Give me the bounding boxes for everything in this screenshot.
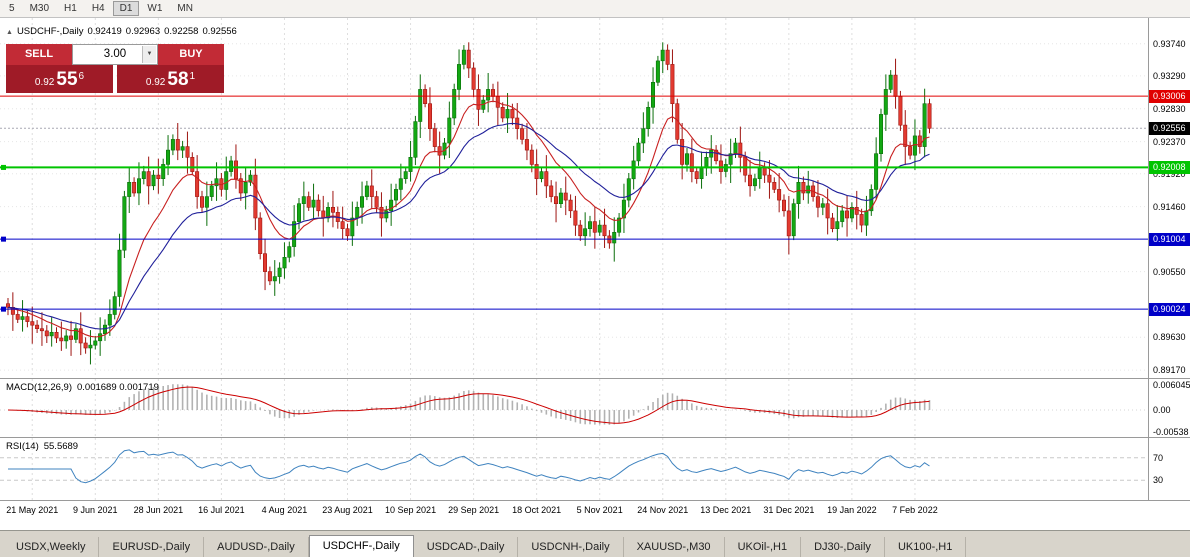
timeframe-m30[interactable]: M30 [29,3,50,14]
price-level-badge: 0.92008 [1149,160,1190,174]
chart-tab-usdx-weekly[interactable]: USDX,Weekly [3,537,100,557]
macd-values: 0.001689 0.001719 [77,382,159,393]
chart-tab-usdchf-daily[interactable]: USDCHF-,Daily [308,535,414,557]
timeframe-toolbar: 5 M30 H1 H4 D1 W1 MN [0,0,1190,18]
date-label: 13 Dec 2021 [700,505,752,515]
sell-button[interactable]: SELL [6,44,72,65]
macd-label: MACD(12,26,9) 0.001689 0.001719 [6,382,164,393]
date-label: 24 Nov 2021 [637,505,689,515]
buy-price-big: 58 [167,69,189,90]
chart-tab-dj30-daily[interactable]: DJ30-,Daily [801,537,885,557]
price-chart-canvas[interactable] [0,18,1148,378]
macd-panel-canvas[interactable] [0,379,1148,437]
rsi-axis-label: 70 [1153,452,1164,463]
price-tick-label: 0.93290 [1153,70,1186,81]
chart-tab-usdcnh-daily[interactable]: USDCNH-,Daily [518,537,624,557]
price-level-badge: 0.91004 [1149,232,1190,246]
ohlc-close: 0.92556 [202,26,237,37]
panel-separator[interactable] [0,378,1190,379]
current-price-badge: 0.92556 [1149,121,1190,135]
price-axis: 0.937400.932900.928300.923700.919200.914… [1148,18,1190,500]
chart-tabs-bar: USDX,Weekly EURUSD-,Daily AUDUSD-,Daily USD… [0,530,1190,557]
chart-region: ▲ USDCHF-,Daily 0.92419 0.92963 0.92258 0.925… [0,18,1190,530]
chart-tab-eurusd-daily[interactable]: EURUSD-,Daily [99,537,205,557]
panel-separator[interactable] [0,500,1190,501]
trade-panel-toggle-icon[interactable]: ▲ [6,29,13,36]
rsi-line [8,449,930,484]
price-tick-label: 0.93740 [1153,38,1186,49]
date-label: 28 Jun 2021 [133,505,184,515]
ohlc-high: 0.92963 [125,26,161,37]
hline-handle [1,164,6,170]
symbol-period-label: USDCHF-,Daily [16,26,84,37]
sell-price-sup: 6 [78,71,85,82]
chart-tab-ukoil-h1[interactable]: UKOil-,H1 [725,537,802,557]
chart-tab-audusd-daily[interactable]: AUDUSD-,Daily [204,537,309,557]
lot-dropdown-icon[interactable]: ▼ [142,46,156,63]
lot-size-field[interactable]: 3.00 ▼ [72,44,158,65]
ohlc-header: ▲ USDCHF-,Daily 0.92419 0.92963 0.92258 0.925… [6,26,241,37]
chart-tab-uk100-h1[interactable]: UK100-,H1 [885,537,967,557]
price-level-badge: 0.93006 [1149,89,1190,103]
chart-tab-usdcad-daily[interactable]: USDCAD-,Daily [414,537,519,557]
ma-line-26 [7,122,930,330]
price-tick-label: 0.89170 [1153,365,1186,376]
buy-price-button[interactable]: 0.92 58 1 [117,65,224,93]
date-label: 21 May 2021 [6,505,59,515]
price-tick-label: 0.89630 [1153,332,1186,343]
timeframe-5[interactable]: 5 [9,3,15,14]
date-label: 4 Aug 2021 [261,505,308,515]
ma-line-12 [7,100,930,338]
date-label: 5 Nov 2021 [576,505,623,515]
macd-axis-label: -0.00538 [1153,427,1189,438]
sell-price-big: 55 [56,69,78,90]
timeframe-d1[interactable]: D1 [112,1,140,16]
date-label: 10 Sep 2021 [385,505,437,515]
one-click-trading-panel: SELL 3.00 ▼ BUY 0.92 55 6 0.92 58 1 [6,44,224,93]
lot-value: 3.00 [103,48,127,60]
date-label: 16 Jul 2021 [198,505,245,515]
macd-axis-label: 0.00 [1153,405,1171,415]
rsi-value: 55.5689 [43,441,79,452]
price-level-badge: 0.90024 [1149,302,1190,316]
timeframe-w1[interactable]: W1 [147,3,163,14]
hline-handle [1,236,6,242]
timeframe-h1[interactable]: H1 [64,3,77,14]
rsi-label: RSI(14) 55.5689 [6,441,83,452]
date-label: 19 Jan 2022 [827,505,877,515]
date-label: 7 Feb 2022 [892,505,938,515]
date-label: 23 Aug 2021 [322,505,373,515]
macd-name: MACD(12,26,9) [6,382,72,393]
ohlc-open: 0.92419 [87,26,122,37]
price-tick-label: 0.92830 [1153,103,1186,114]
rsi-name: RSI(14) [6,441,39,452]
date-label: 29 Sep 2021 [448,505,500,515]
buy-price-sup: 1 [189,71,196,82]
date-label: 9 Jun 2021 [73,505,118,515]
sell-price-button[interactable]: 0.92 55 6 [6,65,113,93]
macd-signal-line [7,386,930,424]
hline-handle [1,306,6,312]
rsi-panel-canvas[interactable] [0,438,1148,500]
panel-separator[interactable] [0,437,1190,438]
sell-price-prefix: 0.92 [34,77,55,88]
timeframe-h4[interactable]: H4 [91,3,105,14]
date-label: 31 Dec 2021 [763,505,815,515]
time-axis: 21 May 2021 9 Jun 2021 28 Jun 2021 16 Jul 2… [0,501,1190,530]
chart-tab-xauusd-m30[interactable]: XAUUSD-,M30 [624,537,725,557]
ohlc-low: 0.92258 [164,26,199,37]
price-tick-label: 0.92370 [1153,136,1186,147]
price-tick-label: 0.90550 [1153,266,1186,277]
rsi-axis-label: 30 [1153,475,1164,486]
date-label: 18 Oct 2021 [512,505,562,515]
buy-button[interactable]: BUY [158,44,224,65]
price-tick-label: 0.91460 [1153,201,1186,212]
timeframe-mn[interactable]: MN [177,3,193,14]
buy-price-prefix: 0.92 [145,77,166,88]
macd-axis-label: 0.006045 [1153,380,1190,391]
